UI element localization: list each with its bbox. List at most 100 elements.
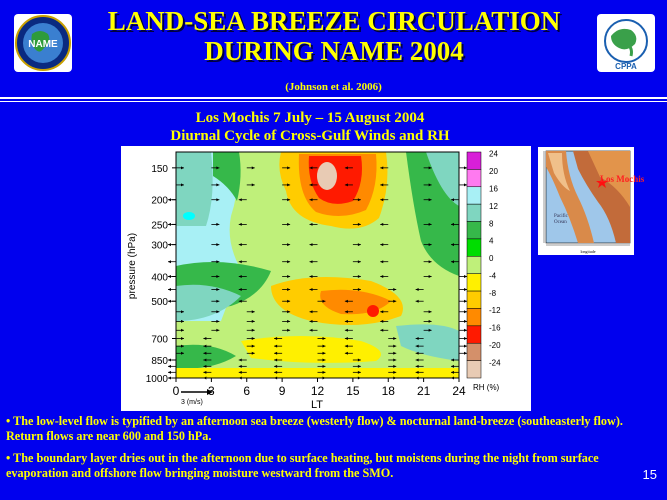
wind-arrowhead (181, 351, 184, 355)
rh-field (176, 152, 459, 378)
wind-arrowhead (216, 299, 220, 303)
wind-arrowhead (181, 166, 184, 170)
wind-arrowhead (428, 243, 432, 247)
cppa-logo-text: CPPA (615, 62, 637, 71)
wind-arrowhead (309, 288, 313, 292)
colorbar-tick-label: -4 (489, 271, 497, 280)
rh-region-moist-left-core (176, 152, 213, 226)
colorbar-swatch (466, 342, 482, 361)
wind-arrowhead (415, 351, 419, 355)
bullet-2: • The boundary layer dries out in the af… (6, 451, 599, 480)
wind-arrowhead (428, 275, 432, 279)
name-project-logo: NAME (14, 14, 72, 72)
y-tick-label: 400 (151, 273, 168, 284)
rh-region-surface (176, 368, 459, 378)
wind-arrowhead (464, 328, 467, 332)
wind-arrowhead (251, 319, 255, 323)
colorbar-swatch (466, 256, 482, 274)
wind-arrowhead (393, 344, 397, 348)
wind-reference-label: 3 (m/s) (181, 399, 203, 406)
wind-arrowhead (322, 344, 326, 348)
y-tick-label: 150 (151, 164, 168, 175)
name-logo-text: NAME (28, 39, 58, 50)
wind-arrowhead (168, 260, 171, 264)
colorbar-tick-label: 8 (489, 219, 494, 228)
wind-arrowhead (203, 364, 207, 368)
wind-arrowhead (344, 166, 348, 170)
wind-arrowhead (309, 222, 313, 226)
wind-arrowhead (464, 336, 467, 340)
colorbar-label: RH (%) (473, 383, 500, 392)
wind-arrowhead (464, 310, 467, 314)
wind-arrowhead (216, 275, 220, 279)
y-axis: 150 200 250 300 400 500 700 850 1000 (146, 164, 176, 385)
svg-text:Pacific: Pacific (554, 214, 569, 219)
wind-arrowhead (203, 344, 207, 348)
wind-arrowhead (451, 370, 454, 374)
citation: (Johnson et al. 2006) (285, 81, 382, 93)
wind-arrowhead (216, 260, 220, 264)
wind-arrowhead (393, 288, 397, 292)
title-line-1: LAND-SEA BREEZE CIRCULATION (107, 6, 561, 36)
colorbar-swatch (466, 360, 482, 379)
wind-arrowhead (287, 288, 291, 292)
x-tick-label: 3 (208, 384, 215, 398)
wind-arrowhead (393, 364, 397, 368)
wind-arrowhead (216, 319, 220, 323)
wind-arrowhead (181, 319, 184, 323)
wind-arrowhead (451, 198, 454, 202)
wind-arrowhead (428, 310, 432, 314)
wind-arrowhead (451, 222, 454, 226)
wind-arrowhead (344, 319, 348, 323)
rh-region-low-left (176, 344, 236, 369)
wind-arrowhead (274, 370, 278, 374)
wind-arrowhead (309, 260, 313, 264)
colorbar-swatch (466, 203, 482, 222)
colorbar-swatch (466, 273, 482, 292)
los-mochis-map: Pacific Ocean longitude (538, 147, 634, 255)
rh-region-min-upper (317, 162, 337, 190)
wind-arrowhead (357, 370, 361, 374)
colorbar-tick-label: 16 (489, 185, 498, 194)
map-place-label: Los Mochis (600, 174, 645, 184)
colorbar-tick-label: -24 (489, 358, 501, 367)
x-tick-label: 24 (452, 384, 466, 398)
wind-arrowhead (344, 336, 348, 340)
wind-arrowhead (357, 288, 361, 292)
colorbar-tick-label: -20 (489, 341, 501, 350)
y-tick-label: 250 (151, 220, 168, 231)
wind-arrowhead (168, 243, 171, 247)
x-tick-label: 9 (279, 384, 286, 398)
wind-arrowhead (344, 328, 348, 332)
wind-arrowhead (380, 275, 384, 279)
wind-arrowhead (251, 336, 255, 340)
wind-arrowhead (238, 364, 242, 368)
wind-arrowhead (380, 198, 384, 202)
wind-arrowhead (428, 183, 432, 187)
rh-region-moist-mid (176, 284, 241, 321)
y-tick-label: 700 (151, 334, 168, 345)
wind-arrowhead (309, 166, 313, 170)
wind-arrowhead (464, 288, 467, 292)
wind-arrowhead (380, 319, 384, 323)
wind-arrowhead (309, 183, 313, 187)
y-tick-label: 200 (151, 196, 168, 207)
wind-arrowhead (309, 275, 313, 279)
wind-arrowhead (238, 243, 242, 247)
wind-arrowhead (380, 166, 384, 170)
wind-arrowhead (322, 299, 326, 303)
y-axis-label: pressure (hPa) (127, 233, 138, 299)
wind-arrowhead (287, 183, 291, 187)
x-tick-label: 15 (346, 384, 360, 398)
wind-arrowhead (203, 370, 207, 374)
wind-arrowhead (380, 222, 384, 226)
wind-arrowhead (357, 198, 361, 202)
wind-arrowhead (357, 260, 361, 264)
page-number: 15 (642, 467, 657, 482)
title-line-2: DURING NAME 2004 (204, 36, 464, 66)
chart-subtitle-1: Los Mochis 7 July – 15 August 2004 (195, 110, 425, 126)
svg-text:longitude: longitude (580, 249, 595, 254)
wind-arrowhead (309, 319, 313, 323)
wind-arrowhead (181, 310, 184, 314)
